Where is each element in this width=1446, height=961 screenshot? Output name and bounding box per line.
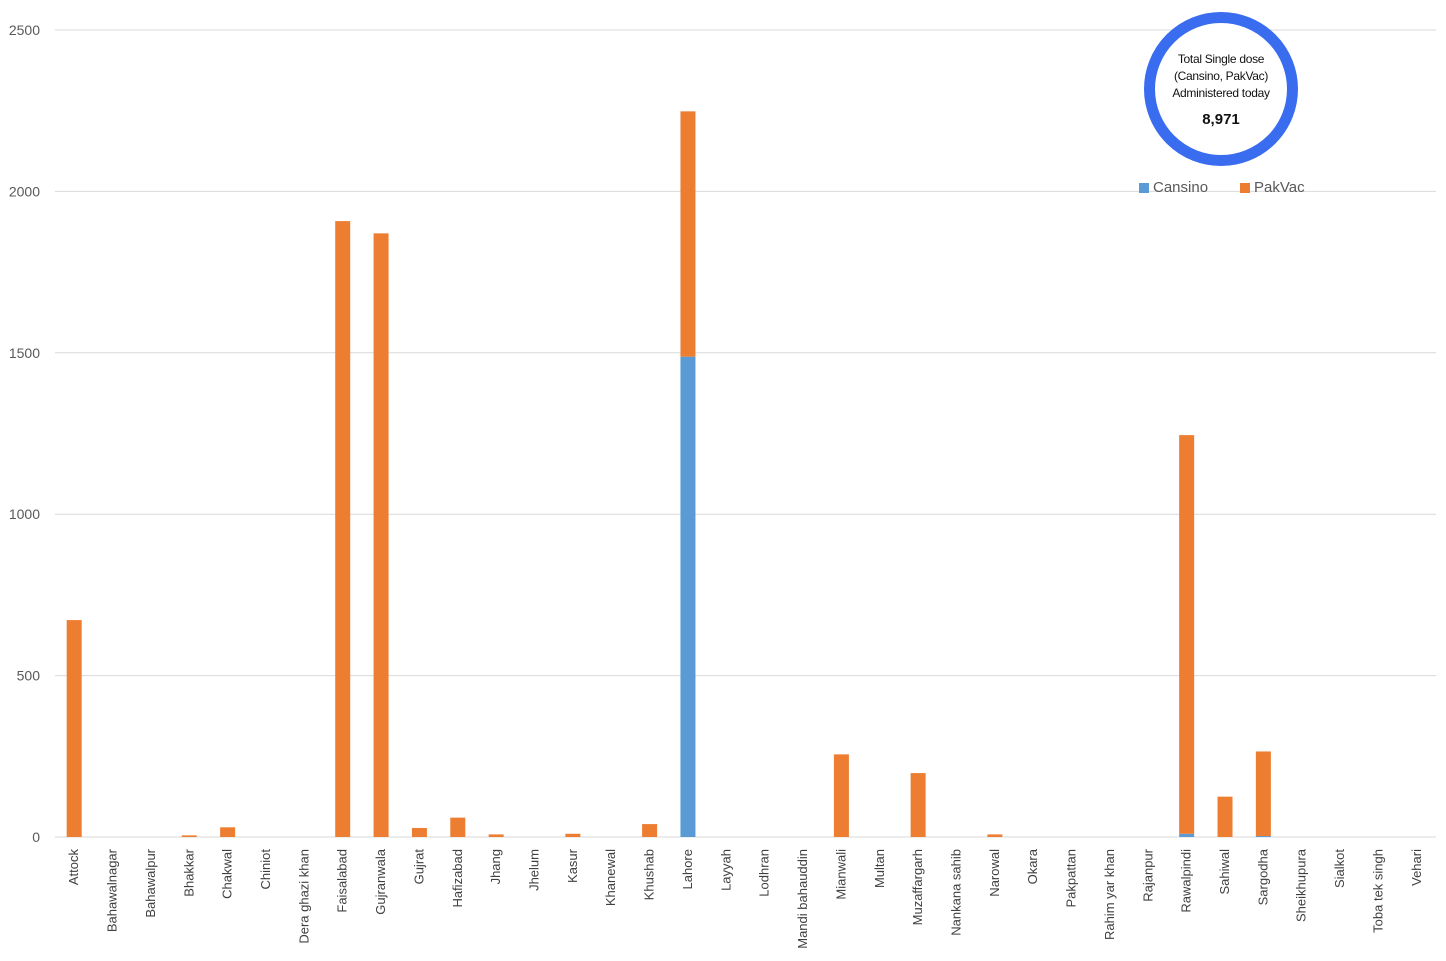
x-tick-label: Toba tek singh (1370, 849, 1385, 933)
x-tick-label: Sahiwal (1217, 849, 1232, 895)
bar-pakvac-kasur (565, 833, 581, 837)
x-tick-label: Nankana sahib (948, 849, 963, 936)
callout-value: 8,971 (1202, 110, 1240, 128)
bar-pakvac-gujrat (411, 827, 427, 837)
bar-pakvac-faisalabad (335, 221, 351, 837)
y-tick-label: 0 (32, 829, 40, 845)
legend-item-pakvac: PakVac (1240, 179, 1305, 196)
x-tick-label: Lahore (680, 849, 695, 889)
bar-cansino-lahore (680, 356, 696, 837)
x-tick-label: Muzaffargarh (910, 849, 925, 925)
x-tick-label: Mianwali (833, 849, 848, 900)
y-tick-label: 1500 (9, 345, 40, 361)
x-tick-label: Dera ghazi khan (296, 849, 311, 944)
x-tick-label: Kasur (565, 848, 580, 883)
x-tick-label: Vehari (1409, 849, 1424, 886)
y-tick-label: 2500 (9, 22, 40, 38)
x-tick-label: Rawalpindi (1179, 849, 1194, 913)
x-tick-label: Bahawalnagar (105, 848, 120, 932)
total-doses-callout: Total Single dose (Cansino, PakVac) Admi… (1144, 12, 1298, 166)
bar-pakvac-sargodha (1255, 751, 1271, 837)
x-tick-label: Jhang (488, 849, 503, 884)
x-tick-label: Bhakkar (181, 848, 196, 896)
bar-pakvac-mianwali (833, 754, 849, 837)
legend-swatch-pakvac (1240, 182, 1251, 193)
bar-pakvac-chakwal (220, 827, 236, 837)
x-tick-label: Sheikhupura (1294, 848, 1309, 922)
x-tick-label: Chiniot (258, 849, 273, 890)
x-tick-label: Lodhran (757, 849, 772, 897)
legend-label-cansino: Cansino (1153, 179, 1209, 196)
bar-pakvac-rawalpindi (1179, 435, 1195, 834)
x-tick-label: Khushab (642, 849, 657, 900)
x-tick-label: Faisalabad (335, 849, 350, 913)
legend: Cansino PakVac (1139, 179, 1337, 196)
y-tick-label: 1000 (9, 506, 40, 522)
x-tick-label: Gujranwala (373, 848, 388, 915)
legend-label-pakvac: PakVac (1254, 179, 1305, 196)
bar-pakvac-hafizabad (450, 817, 466, 837)
legend-swatch-cansino (1139, 182, 1149, 193)
bar-pakvac-sahiwal (1217, 796, 1233, 837)
x-tick-label: Narowal (987, 849, 1002, 897)
y-tick-label: 2000 (9, 183, 40, 199)
x-tick-label: Sialkot (1332, 849, 1347, 888)
callout-label: Total Single dose (Cansino, PakVac) Admi… (1172, 51, 1270, 100)
x-tick-label: Khanewal (603, 849, 618, 906)
x-tick-label: Attock (66, 849, 81, 886)
bar-pakvac-muzaffargarh (910, 773, 926, 837)
x-tick-label: Mandi bahauddin (795, 849, 810, 949)
x-tick-label: Hafizabad (450, 849, 465, 908)
bar-cansino-rawalpindi (1179, 833, 1195, 837)
y-tick-label: 500 (17, 668, 41, 684)
x-tick-label: Pakpattan (1064, 849, 1079, 908)
bar-pakvac-khushab (642, 824, 658, 837)
x-tick-label: Chakwal (220, 849, 235, 899)
bar-cansino-sargodha (1255, 836, 1271, 837)
x-tick-label: Rahim yar khan (1102, 849, 1117, 940)
x-tick-label: Jhelum (527, 849, 542, 891)
x-tick-label: Gujrat (411, 849, 426, 885)
x-tick-label: Okara (1025, 848, 1040, 884)
legend-item-cansino: Cansino (1139, 179, 1208, 196)
bar-pakvac-jhang (488, 834, 504, 837)
x-tick-label: Layyah (718, 849, 733, 891)
x-tick-label: Multan (872, 849, 887, 888)
x-tick-label: Rajanpur (1140, 848, 1155, 901)
bar-pakvac-gujranwala (373, 233, 389, 837)
bar-pakvac-bhakkar (181, 835, 197, 837)
x-tick-label: Sargodha (1255, 848, 1270, 905)
bar-pakvac-narowal (987, 834, 1003, 837)
x-tick-label: Bahawalpur (143, 848, 158, 917)
bar-pakvac-lahore (680, 111, 696, 357)
bar-pakvac-attock (66, 620, 82, 837)
